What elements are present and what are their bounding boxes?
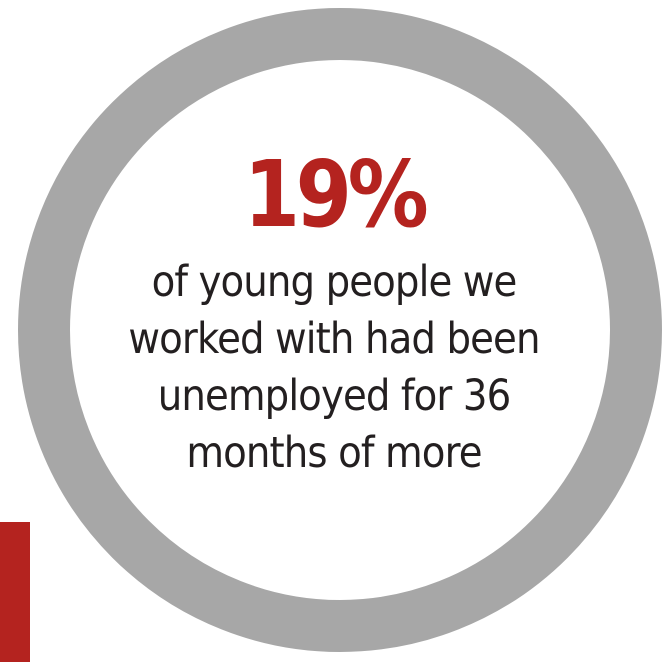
accent-bar [0,522,30,662]
stat-caption-line-1: of young people we [151,257,518,307]
ring-circle [18,8,662,652]
stat-caption-line-4: months of more [186,428,482,478]
stat-caption-line-3: unemployed for 36 [157,371,512,421]
stat-caption-line-2: worked with had been [128,314,540,364]
stat-percentage: 19% [243,141,429,248]
stat-caption: of young people we worked with had been … [109,254,559,482]
stat-block: 19% of young people we worked with had b… [84,140,584,482]
